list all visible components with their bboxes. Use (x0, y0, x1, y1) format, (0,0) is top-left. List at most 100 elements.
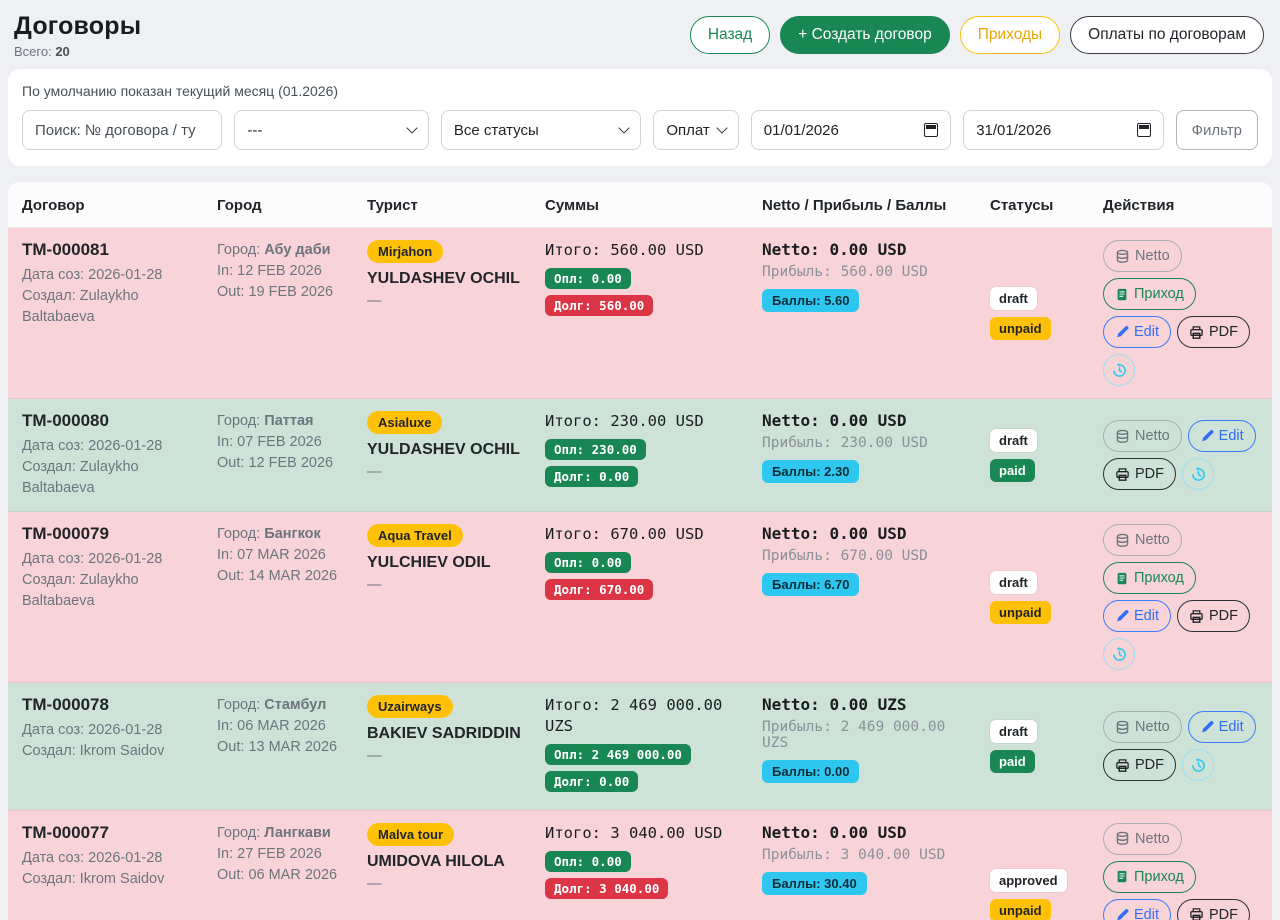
status-badges: draft unpaid (990, 570, 1087, 624)
city-value: Бангкок (264, 526, 321, 543)
action-label: PDF (1135, 757, 1164, 774)
tourist-cell: Aqua Travel YULCHIEV ODIL — (359, 512, 537, 683)
points-badge: Баллы: 5.60 (762, 289, 860, 312)
calendar-icon[interactable] (1136, 123, 1151, 137)
chevron-down-icon (406, 122, 418, 134)
history-button[interactable] (1103, 354, 1135, 386)
date-created-line: Дата соз: 2026-01-28 (22, 549, 201, 570)
netto-button[interactable]: Netto (1103, 711, 1182, 744)
status-cell: draft unpaid (982, 512, 1095, 683)
date-created-label: Дата соз: (22, 438, 85, 454)
paid-value: 0.00 (591, 853, 622, 869)
paid-value: 0.00 (591, 270, 622, 286)
operator-select[interactable]: --- (234, 110, 429, 150)
total-line: Итого: 230.00 USD (545, 411, 746, 432)
tourist-phone: — (367, 292, 382, 309)
city-value: Стамбул (264, 697, 327, 714)
paid-value: 230.00 (591, 441, 637, 457)
profit-label: Прибыль: (762, 846, 832, 863)
netto-button[interactable]: Netto (1103, 822, 1182, 855)
in-label: In: (217, 263, 234, 280)
action-label: PDF (1209, 324, 1238, 340)
action-label: Edit (1218, 428, 1244, 445)
created-by-value: Zulaykho Baltabaeva (22, 572, 139, 610)
contracts-table-body: TM-000081 Дата соз: 2026-01-28 Создал: Z… (8, 227, 1272, 920)
created-by-line: Создал: Ikrom Saidov (22, 869, 201, 890)
history-button[interactable] (1182, 458, 1214, 491)
contract-payments-button[interactable]: Оплаты по договорам (1070, 16, 1264, 54)
back-button[interactable]: Назад (689, 16, 771, 54)
pdf-button[interactable]: PDF (1177, 316, 1250, 348)
in-label: In: (217, 718, 234, 735)
in-date-value: 07 MAR 2026 (237, 547, 326, 564)
edit-button[interactable]: Edit (1187, 420, 1256, 453)
prihod-button[interactable]: Приход (1103, 860, 1196, 893)
page-title: Договоры (14, 12, 142, 40)
total-line: Итого: 3 040.00 USD (545, 823, 746, 844)
total-value: 230.00 USD (610, 412, 704, 430)
netto-button[interactable]: Netto (1103, 420, 1182, 453)
created-by-line: Создал: Zulaykho Baltabaeva (22, 570, 201, 612)
prihod-button[interactable]: Приход (1103, 562, 1196, 595)
debt-value: 560.00 (599, 297, 645, 313)
out-date-value: 14 MAR 2026 (248, 568, 338, 585)
points-label: Баллы: (772, 875, 821, 891)
calendar-icon[interactable] (924, 123, 939, 137)
edit-button[interactable]: Edit (1103, 898, 1171, 920)
pdf-button[interactable]: PDF (1177, 600, 1250, 633)
filter-button[interactable]: Фильтр (1175, 110, 1259, 150)
printer-icon (1189, 609, 1204, 624)
tourist-cell: Malva tour UMIDOVA HILOLA — (359, 810, 537, 920)
date-created-value: 2026-01-28 (88, 267, 163, 283)
netto-button[interactable]: Netto (1103, 240, 1182, 272)
sums-cell: Итого: 670.00 USD Опл: 0.00 Долг: 670.00 (537, 512, 754, 683)
netto-cell: Netto: 0.00 USD Прибыль: 670.00 USD Балл… (754, 512, 982, 683)
out-date-line: Out: 19 FEB 2026 (217, 282, 351, 303)
page-header: Договоры Всего: 20 Назад + Создать догов… (0, 0, 1280, 69)
action-label: PDF (1209, 906, 1238, 920)
pdf-button[interactable]: PDF (1103, 458, 1176, 491)
date-to-value: 31/01/2026 (976, 121, 1052, 139)
paid-label: Опл: (554, 554, 585, 570)
netto-button[interactable]: Netto (1103, 524, 1182, 557)
paid-label: Опл: (554, 270, 585, 286)
pdf-button[interactable]: PDF (1103, 749, 1176, 782)
action-buttons: Netto Приход Edit PDF (1103, 240, 1264, 386)
prihod-button[interactable]: Приход (1103, 278, 1196, 310)
history-button[interactable] (1182, 749, 1214, 782)
in-label: In: (217, 547, 234, 564)
incomes-button[interactable]: Приходы (959, 16, 1061, 54)
city-value: Лангкави (264, 824, 331, 841)
col-header-statuses: Статусы (982, 182, 1095, 228)
search-input[interactable] (35, 121, 210, 139)
actions-cell: Netto Приход Edit PDF (1095, 228, 1272, 399)
status-select[interactable]: Все статусы (440, 110, 642, 150)
out-date-value: 12 FEB 2026 (248, 455, 334, 472)
operator-select-value: --- (247, 121, 263, 139)
out-date-line: Out: 06 MAR 2026 (217, 865, 351, 886)
printer-icon (1189, 325, 1204, 340)
profit-line: Прибыль: 2 469 000.00 UZS (762, 719, 974, 751)
in-label: In: (217, 434, 234, 451)
date-from-field[interactable]: 01/01/2026 (750, 110, 952, 150)
date-to-field[interactable]: 31/01/2026 (963, 110, 1164, 150)
edit-button[interactable]: Edit (1103, 600, 1171, 633)
date-created-line: Дата соз: 2026-01-28 (22, 436, 201, 457)
debt-label: Долг: (554, 297, 592, 313)
create-contract-button[interactable]: + Создать договор (780, 16, 950, 54)
total-line: Итого: 560.00 USD (545, 240, 746, 261)
pdf-button[interactable]: PDF (1177, 898, 1250, 920)
edit-button[interactable]: Edit (1187, 711, 1256, 744)
paid-label: Опл: (554, 746, 585, 762)
debt-label: Долг: (554, 468, 592, 484)
action-label: Netto (1135, 248, 1170, 264)
edit-button[interactable]: Edit (1103, 316, 1171, 348)
tourist-phone: — (367, 747, 382, 764)
history-icon (1111, 362, 1128, 379)
history-button[interactable] (1103, 638, 1135, 671)
payment-select[interactable]: Оплат (653, 110, 739, 150)
date-created-value: 2026-01-28 (88, 551, 163, 568)
coins-icon (1115, 831, 1130, 846)
city-line: Город: Абу даби (217, 240, 351, 261)
total-label: Итого: (545, 696, 601, 715)
